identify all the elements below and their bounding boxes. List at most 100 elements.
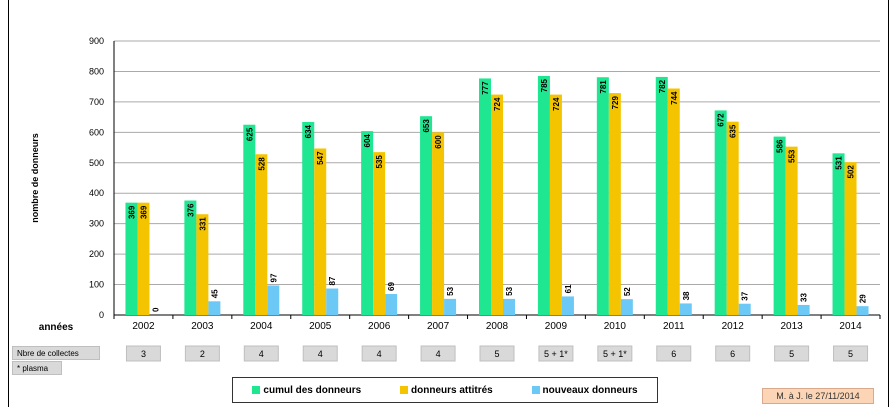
y-tick-label: 800 bbox=[89, 66, 104, 76]
plasma-footnote: * plasma bbox=[12, 361, 62, 375]
y-tick-label: 700 bbox=[89, 97, 104, 107]
legend-swatch-attitres bbox=[400, 386, 409, 394]
data-label: 37 bbox=[741, 291, 750, 300]
data-label: 97 bbox=[269, 273, 278, 282]
y-tick-label: 900 bbox=[89, 36, 104, 46]
bar bbox=[420, 116, 433, 315]
collecte-value: 6 bbox=[730, 349, 735, 359]
bar bbox=[620, 299, 633, 315]
data-label: 331 bbox=[198, 217, 207, 231]
data-label: 625 bbox=[245, 127, 254, 141]
data-label: 87 bbox=[328, 276, 337, 285]
frame-right-border bbox=[888, 0, 889, 407]
data-label: 61 bbox=[564, 284, 573, 293]
bar bbox=[797, 304, 810, 315]
x-tick-label: 2008 bbox=[486, 321, 509, 332]
x-tick-label: 2003 bbox=[191, 321, 214, 332]
y-tick-label: 300 bbox=[89, 219, 104, 229]
data-label: 33 bbox=[800, 293, 809, 302]
bar bbox=[549, 94, 562, 316]
bar bbox=[125, 202, 138, 315]
bar bbox=[432, 132, 445, 315]
x-tick-label: 2007 bbox=[427, 321, 450, 332]
data-label: 52 bbox=[623, 287, 632, 296]
bar bbox=[208, 301, 221, 315]
legend: cumul des donneurs donneurs attitrés nou… bbox=[232, 377, 658, 403]
bar bbox=[184, 200, 197, 315]
data-label: 53 bbox=[505, 286, 514, 295]
data-label: 635 bbox=[729, 124, 738, 138]
collecte-value: 2 bbox=[200, 349, 205, 359]
legend-item-nouveaux: nouveaux donneurs bbox=[531, 385, 638, 396]
collecte-box bbox=[479, 345, 515, 362]
x-tick-label: 2010 bbox=[604, 321, 627, 332]
collecte-value: 5 bbox=[494, 349, 499, 359]
bar bbox=[243, 124, 256, 315]
data-label: 586 bbox=[776, 139, 785, 153]
collecte-value: 3 bbox=[141, 349, 146, 359]
collecte-box bbox=[774, 345, 810, 362]
data-label: 653 bbox=[422, 119, 431, 133]
data-label: 369 bbox=[139, 205, 148, 219]
bar bbox=[773, 136, 786, 315]
data-label: 38 bbox=[682, 291, 691, 300]
collecte-box bbox=[597, 345, 633, 362]
bar bbox=[608, 93, 621, 315]
bar bbox=[137, 202, 150, 315]
collecte-value: 4 bbox=[259, 349, 264, 359]
collecte-box bbox=[538, 345, 574, 362]
x-tick-label: 2005 bbox=[309, 321, 332, 332]
legend-item-attitres: donneurs attitrés bbox=[400, 385, 493, 396]
bar bbox=[856, 306, 869, 315]
bar bbox=[267, 285, 280, 315]
x-tick-label: 2011 bbox=[663, 321, 685, 332]
data-label: 547 bbox=[316, 151, 325, 165]
legend-swatch-cumul bbox=[252, 386, 261, 394]
bar bbox=[302, 121, 315, 315]
data-label: 502 bbox=[847, 165, 856, 179]
bar bbox=[714, 110, 727, 315]
bar bbox=[561, 296, 574, 315]
data-label: 724 bbox=[552, 97, 561, 111]
bar bbox=[596, 77, 609, 316]
x-tick-label: 2013 bbox=[780, 321, 803, 332]
data-label: 528 bbox=[257, 157, 266, 171]
bar bbox=[361, 131, 374, 315]
collecte-box bbox=[184, 345, 220, 362]
data-label: 600 bbox=[434, 135, 443, 149]
x-tick-label: 2006 bbox=[368, 321, 391, 332]
update-note: M. à J. le 27/11/2014 bbox=[762, 388, 874, 404]
collecte-box bbox=[302, 345, 338, 362]
legend-swatch-nouveaux bbox=[531, 386, 540, 394]
data-label: 729 bbox=[611, 96, 620, 110]
collecte-box bbox=[420, 345, 456, 362]
bar bbox=[326, 288, 339, 315]
collecte-box bbox=[656, 345, 692, 362]
data-label: 531 bbox=[835, 156, 844, 170]
collecte-box bbox=[361, 345, 397, 362]
bar bbox=[444, 298, 457, 315]
collecte-box bbox=[243, 345, 279, 362]
collecte-value: 5 + 1* bbox=[544, 349, 568, 359]
data-label: 53 bbox=[446, 286, 455, 295]
collecte-value: 4 bbox=[377, 349, 382, 359]
collecte-box bbox=[125, 345, 161, 362]
collecte-value: 5 bbox=[848, 349, 853, 359]
collecte-value: 5 bbox=[789, 349, 794, 359]
collecte-value: 5 + 1* bbox=[603, 349, 627, 359]
collecte-value: 4 bbox=[318, 349, 323, 359]
data-label: 376 bbox=[186, 203, 195, 217]
x-tick-label: 2009 bbox=[545, 321, 568, 332]
bar bbox=[314, 148, 327, 315]
data-label: 785 bbox=[540, 78, 549, 92]
data-label: 634 bbox=[304, 124, 313, 138]
x-tick-label: 2002 bbox=[132, 321, 155, 332]
y-tick-label: 100 bbox=[89, 280, 104, 290]
bar bbox=[655, 76, 668, 316]
data-label: 604 bbox=[363, 134, 372, 148]
data-label: 744 bbox=[670, 91, 679, 105]
bar bbox=[479, 78, 491, 316]
y-tick-label: 600 bbox=[89, 127, 104, 137]
legend-item-cumul: cumul des donneurs bbox=[252, 385, 361, 396]
bar-chart: 0 100 200 300 400 500 600 700 800 900 nombre de do… bbox=[30, 36, 881, 362]
